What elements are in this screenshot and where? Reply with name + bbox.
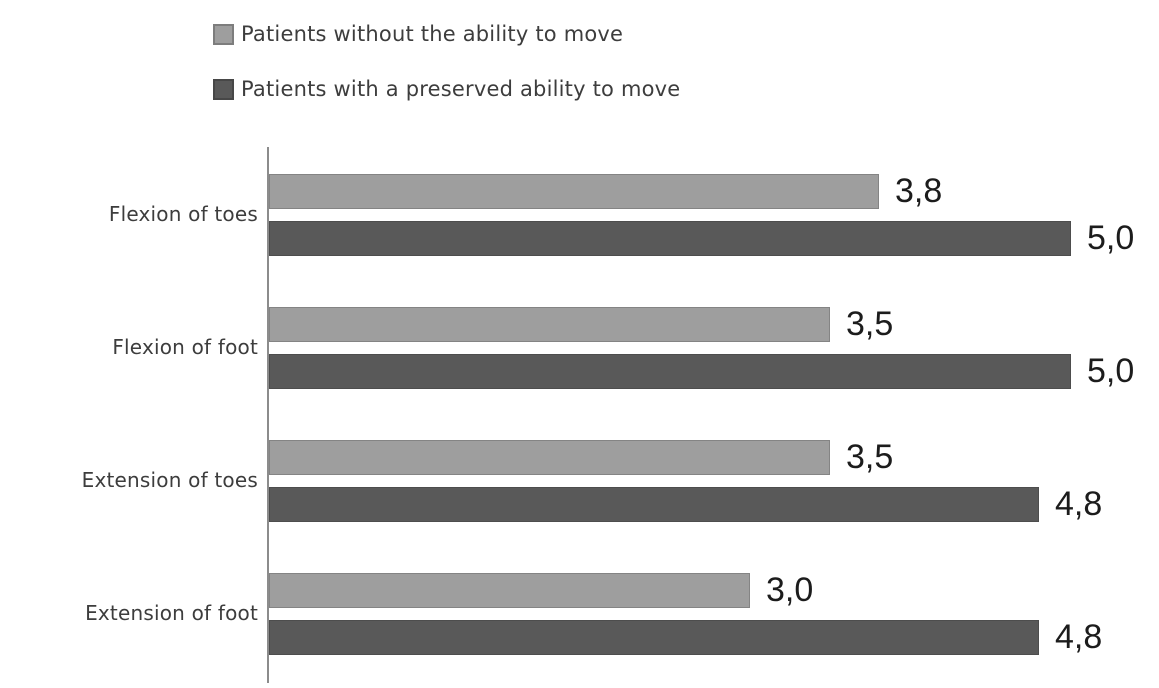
bar-without-ability (269, 307, 830, 342)
bar-without-ability (269, 174, 879, 209)
value-label: 5,0 (1087, 352, 1135, 390)
bar-row: 3,5 (269, 305, 894, 343)
chart-group: Extension of toes 3,5 4,8 (82, 438, 1159, 523)
chart-legend: Patients without the ability to move Pat… (213, 22, 681, 133)
bar-row: 3,0 (269, 571, 814, 609)
category-label: Extension of foot (85, 601, 258, 625)
value-label: 4,8 (1055, 485, 1103, 523)
bar-row: 3,8 (269, 172, 943, 210)
value-label: 3,8 (895, 172, 943, 210)
bar-without-ability (269, 440, 830, 475)
bar-with-ability (269, 221, 1071, 256)
bar-row: 4,8 (269, 485, 1103, 523)
value-label: 3,5 (846, 438, 894, 476)
bar-row: 3,5 (269, 438, 894, 476)
category-label: Flexion of foot (112, 335, 258, 359)
value-label: 5,0 (1087, 219, 1135, 257)
bar-without-ability (269, 573, 750, 608)
chart-group: Flexion of foot 3,5 5,0 (112, 305, 1159, 390)
bar-with-ability (269, 354, 1071, 389)
bar-row: 5,0 (269, 352, 1135, 390)
bar-row: 5,0 (269, 219, 1135, 257)
value-label: 3,5 (846, 305, 894, 343)
chart-group: Flexion of toes 3,8 5,0 (109, 172, 1159, 257)
bar-groups: Flexion of toes 3,8 5,0 Flexion of foot 3,5 5… (82, 172, 1159, 688)
category-label: Extension of toes (81, 468, 258, 492)
value-label: 3,0 (766, 571, 814, 609)
legend-swatch-light-icon (213, 23, 234, 45)
bar-with-ability (269, 620, 1039, 655)
legend-item-with-ability: Patients with a preserved ability to mov… (213, 77, 681, 101)
bar-row: 4,8 (269, 618, 1103, 656)
chart-group: Extension of foot 3,0 4,8 (85, 571, 1159, 656)
legend-item-without-ability: Patients without the ability to move (213, 22, 680, 46)
legend-label: Patients without the ability to move (241, 22, 624, 46)
legend-label: Patients with a preserved ability to mov… (241, 77, 681, 101)
legend-swatch-dark-icon (213, 78, 234, 100)
category-label: Flexion of toes (108, 202, 258, 226)
value-label: 4,8 (1055, 618, 1103, 656)
bar-with-ability (269, 487, 1039, 522)
y-axis-line (267, 147, 269, 683)
